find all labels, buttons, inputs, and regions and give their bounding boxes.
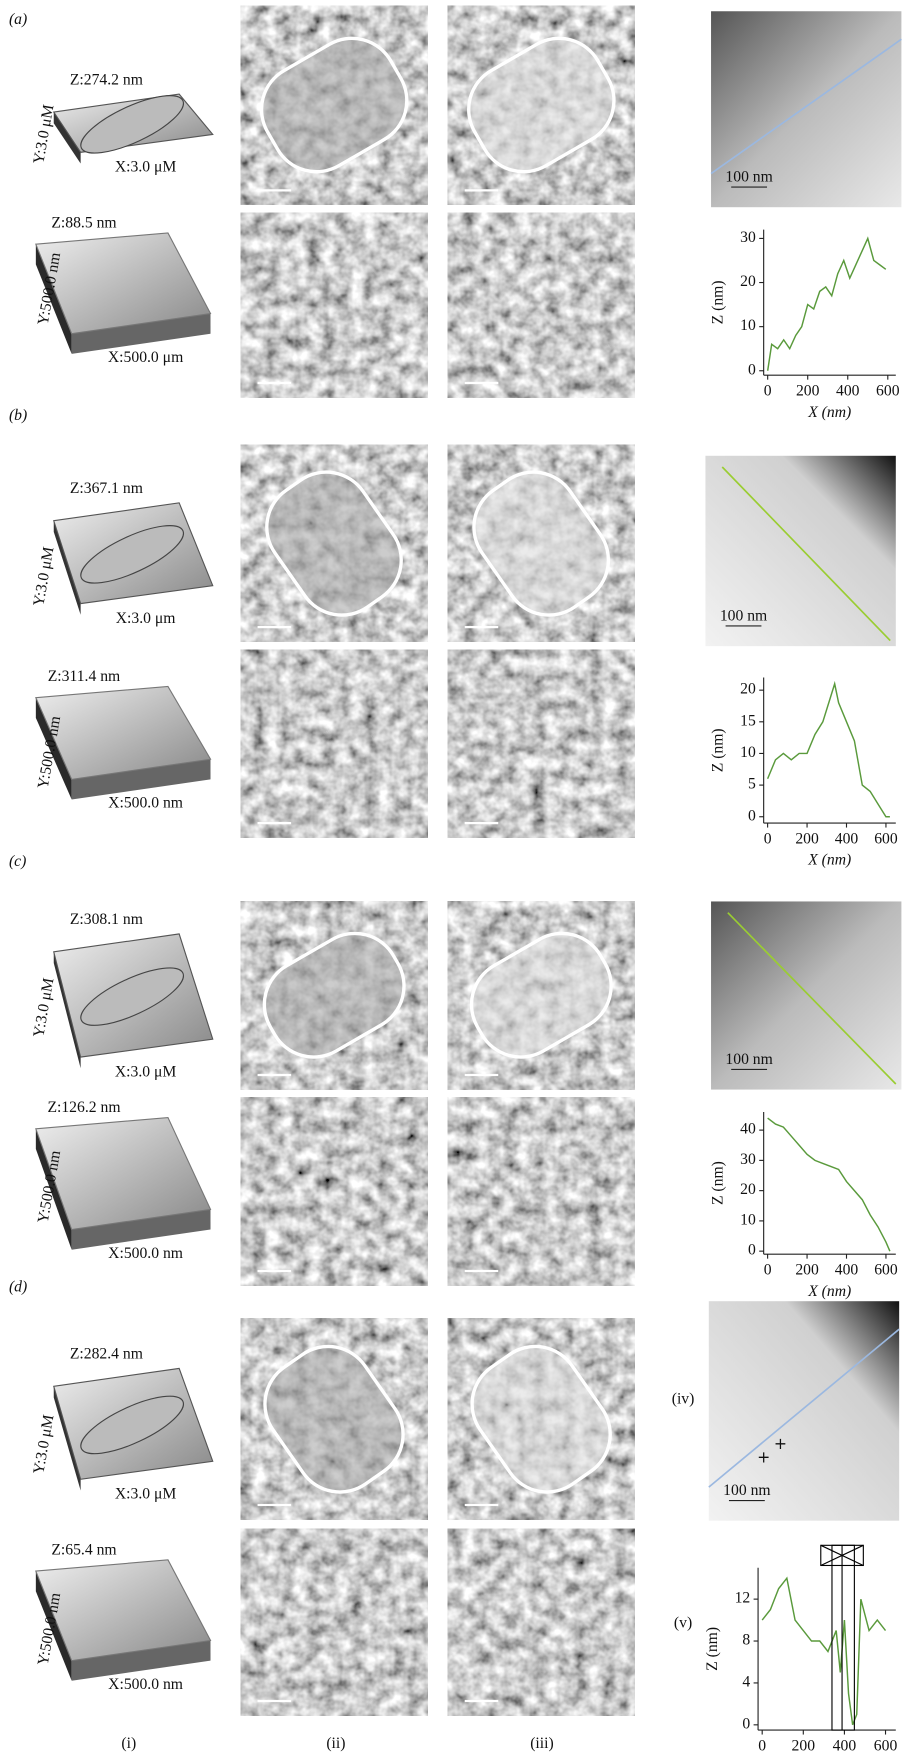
y-tick-label: 5 [748,776,756,793]
topo-label: X:500.0 nm [108,795,183,812]
x-axis-label: X (nm) [807,1283,851,1300]
topo-label: X:3.0 μm [116,610,176,627]
y-tick-label: 20 [740,681,756,698]
topo-label: Z:282.4 nm [70,1346,143,1363]
y-tick-label: 30 [740,1151,756,1168]
y-tick-label: 40 [740,1121,756,1138]
topo-label: Z:126.2 nm [47,1099,120,1116]
y-axis-label: Z (nm) [709,728,726,772]
x-tick-label: 200 [795,830,819,847]
y-tick-label: 8 [742,1632,750,1649]
y-axis-label: Z (nm) [704,1627,721,1671]
y-tick-label: 0 [748,1242,756,1259]
y-tick-label: 30 [740,229,756,246]
topo-label: Z:311.4 nm [48,668,120,685]
scale-label: 100 nm [723,1482,770,1499]
x-tick-label: 200 [795,1262,819,1279]
y-tick-label: 0 [748,807,756,824]
topo-label: Z:65.4 nm [51,1542,116,1559]
cursor-mark: + [757,1447,770,1466]
column-label: (ii) [326,1735,345,1752]
topo-label: X:3.0 μM [115,159,177,176]
row-label: (iv) [672,1390,695,1407]
scale-label: 100 nm [720,608,767,625]
x-tick-label: 400 [833,1737,857,1754]
y-tick-label: 10 [740,744,756,761]
y-tick-label: 20 [740,273,756,290]
y-tick-label: 4 [742,1674,750,1691]
column-label: (i) [121,1735,136,1752]
x-tick-label: 0 [764,383,772,400]
x-tick-label: 0 [764,830,772,847]
column-label: (iii) [530,1735,553,1752]
x-tick-label: 0 [764,1262,772,1279]
y-tick-label: 0 [748,361,756,378]
topo-label: Z:367.1 nm [70,480,143,497]
x-tick-label: 400 [835,830,859,847]
x-tick-label: 600 [874,1737,898,1754]
topo-label: Y:3.0 μM [30,1413,57,1475]
afm-image [241,650,428,838]
x-tick-label: 400 [836,383,860,400]
topo-label: X:3.0 μM [115,1063,177,1080]
y-axis-label: Z (nm) [709,1161,726,1205]
y-tick-label: 10 [740,317,756,334]
topo-label: X:500.0 nm [108,1245,183,1262]
x-tick-label: 200 [792,1737,816,1754]
x-tick-label: 400 [835,1262,859,1279]
y-tick-label: 12 [735,1590,751,1607]
topo-label: Z:274.2 nm [70,71,143,88]
topo-label: Y:3.0 μM [30,103,57,165]
topo-label: Z:308.1 nm [70,911,143,928]
afm-image [241,213,428,398]
topo-label: X:3.0 μM [115,1486,177,1503]
profile-curve [768,1118,890,1251]
y-tick-label: 20 [740,1181,756,1198]
afm-image [448,1097,635,1285]
y-tick-label: 10 [740,1211,756,1228]
topo-label: X:500.0 μm [108,349,183,366]
profile-curve [762,1578,885,1725]
profile-curve [768,684,890,817]
topo-label: X:500.0 nm [108,1676,183,1693]
page: {"panels": [ {"label": "(a)", "topo": ["… [0,0,907,1757]
afm-image [448,213,635,398]
topo-label: Z:88.5 nm [51,215,116,232]
x-tick-label: 0 [758,1737,766,1754]
cursor-mark: + [774,1434,787,1453]
x-tick-label: 600 [874,830,898,847]
row-label: (v) [674,1614,692,1631]
x-tick-label: 600 [876,383,900,400]
scale-label: 100 nm [725,169,772,186]
topo-label: Y:3.0 μM [30,977,57,1039]
afm-image [241,1097,428,1285]
x-tick-label: 600 [874,1262,898,1279]
panel-label: (c) [9,853,26,870]
x-axis-label: X (nm) [807,852,851,869]
profile-curve [768,238,886,370]
scale-label: 100 nm [725,1051,772,1068]
afm-image [448,650,635,838]
figure: (a) Z:274.2 nm Y:3.0 μM X:3.0 μM Z:88.5 nm Y:… [0,0,907,1757]
y-tick-label: 15 [740,712,756,729]
x-axis-label: X (nm) [807,404,851,421]
panel-label: (d) [9,1278,27,1295]
panel-label: (a) [9,11,27,28]
y-tick-label: 0 [742,1715,750,1732]
afm-image [448,1529,635,1716]
panel-label: (b) [9,407,27,424]
x-tick-label: 200 [796,383,820,400]
y-axis-label: Z (nm) [709,280,726,324]
topo-label: Y:3.0 μM [30,545,57,607]
afm-image [241,1529,428,1716]
